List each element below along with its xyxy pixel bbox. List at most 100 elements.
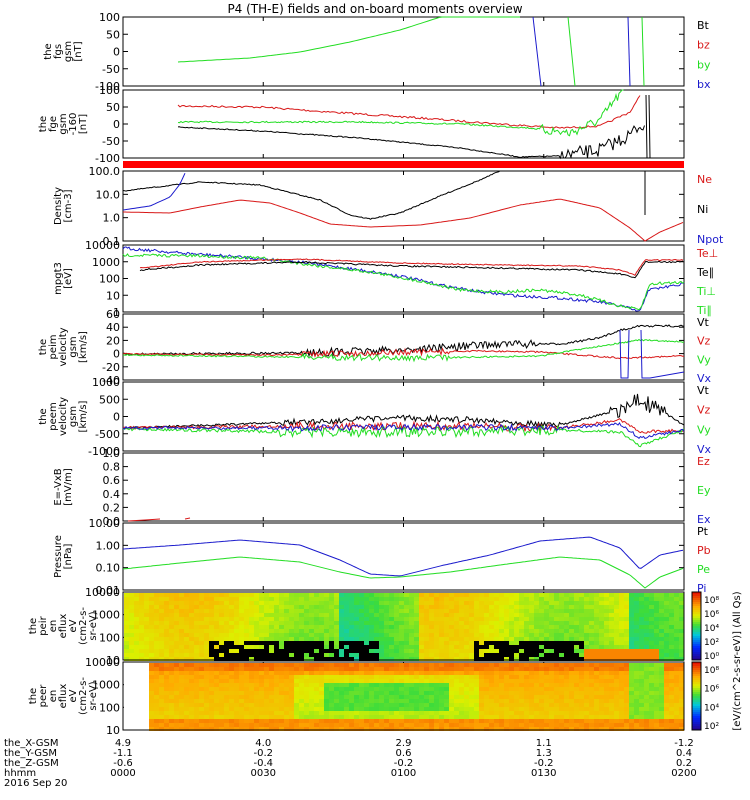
spectro-cell [354,707,359,711]
spectro-cell [224,641,229,645]
spectro-cell [679,633,684,637]
spectro-cell [409,683,414,687]
spectro-cell [219,613,224,617]
spectro-cell [189,703,194,707]
spectro-cell [544,695,549,699]
spectro-cell [624,617,629,621]
spectro-cell [519,605,524,609]
spectro-cell [439,707,444,711]
spectro-cell [629,707,634,711]
spectro-cell [244,601,249,605]
spectro-cell [414,667,419,671]
spectro-cell [289,641,294,645]
spectro-cell [464,653,469,657]
spectro-cell [419,605,424,609]
spectro-cell [304,637,309,641]
colorbar-cell [692,702,701,704]
spectro-cell [234,671,239,675]
spectro-cell [644,691,649,695]
y-tick-label: 10000 [85,586,120,599]
spectro-cell [164,679,169,683]
spectro-cell [644,637,649,641]
spectro-cell [339,675,344,679]
spectro-cell [674,699,679,703]
spectro-cell [584,609,589,613]
spectro-cell [649,695,654,699]
spectro-cell [309,667,314,671]
spectro-cell [489,625,494,629]
spectro-cell [489,679,494,683]
legend-Ti∥: Ti∥ [696,304,712,317]
spectro-cell [204,679,209,683]
spectro-cell [614,683,619,687]
spectro-cell [459,707,464,711]
spectro-cell [214,629,219,633]
spectro-cell [609,663,614,667]
spectro-cell [374,663,379,667]
spectro-cell [329,691,334,695]
spectro-cell [479,593,484,597]
spectro-cell [624,727,629,731]
spectro-cell [144,719,149,723]
spectro-cell [234,723,239,727]
spectro-cell [289,653,294,657]
spectro-cell [229,613,234,617]
spectro-cell [454,613,459,617]
spectro-cell [454,617,459,621]
spectro-cell [294,609,299,613]
spectro-cell [189,601,194,605]
spectro-cell [539,613,544,617]
spectro-cell [634,633,639,637]
spectro-cell [429,597,434,601]
spectro-cell [459,671,464,675]
spectro-cell [629,703,634,707]
spectro-cell [454,641,459,645]
spectro-cell [249,593,254,597]
spectro-cell [354,593,359,597]
spectro-cell [499,641,504,645]
spectro-cell [239,679,244,683]
spectro-cell [499,625,504,629]
spectro-cell [599,601,604,605]
spectro-cell [424,687,429,691]
spectro-cell [494,617,499,621]
spectro-cell [569,667,574,671]
spectro-cell [154,597,159,601]
spectro-cell [449,675,454,679]
spectro-cell [214,715,219,719]
spectro-cell [199,597,204,601]
spectro-cell [279,663,284,667]
spectro-cell [614,645,619,649]
spectro-cell [654,621,659,625]
spectro-cell [339,621,344,625]
spectro-cell [289,605,294,609]
spectro-cell [614,727,619,731]
spectro-cell [194,711,199,715]
spectro-cell [204,633,209,637]
y-tick-label: 1.0 [103,212,121,225]
spectro-cell [659,671,664,675]
spectro-cell [414,657,419,661]
series-vz [122,418,685,434]
spectro-cell [149,727,154,731]
colorbar-cell [692,724,701,726]
spectro-cell [239,711,244,715]
spectro-cell [274,653,279,657]
spectro-cell [469,609,474,613]
spectro-cell [354,675,359,679]
spectro-cell [319,703,324,707]
spectro-cell [344,629,349,633]
legend-Te∥: Te∥ [696,266,714,279]
spectro-cell [439,675,444,679]
y-axis-label-line: [mV/m] [63,468,74,506]
spectro-cell [234,649,239,653]
spectro-cell [199,613,204,617]
spectro-cell [564,629,569,633]
spectro-cell [204,625,209,629]
spectro-cell [284,621,289,625]
spectro-cell [549,719,554,723]
colorbar-cell [692,632,701,634]
colorbar-cell [692,666,701,668]
spectro-cell [574,653,579,657]
